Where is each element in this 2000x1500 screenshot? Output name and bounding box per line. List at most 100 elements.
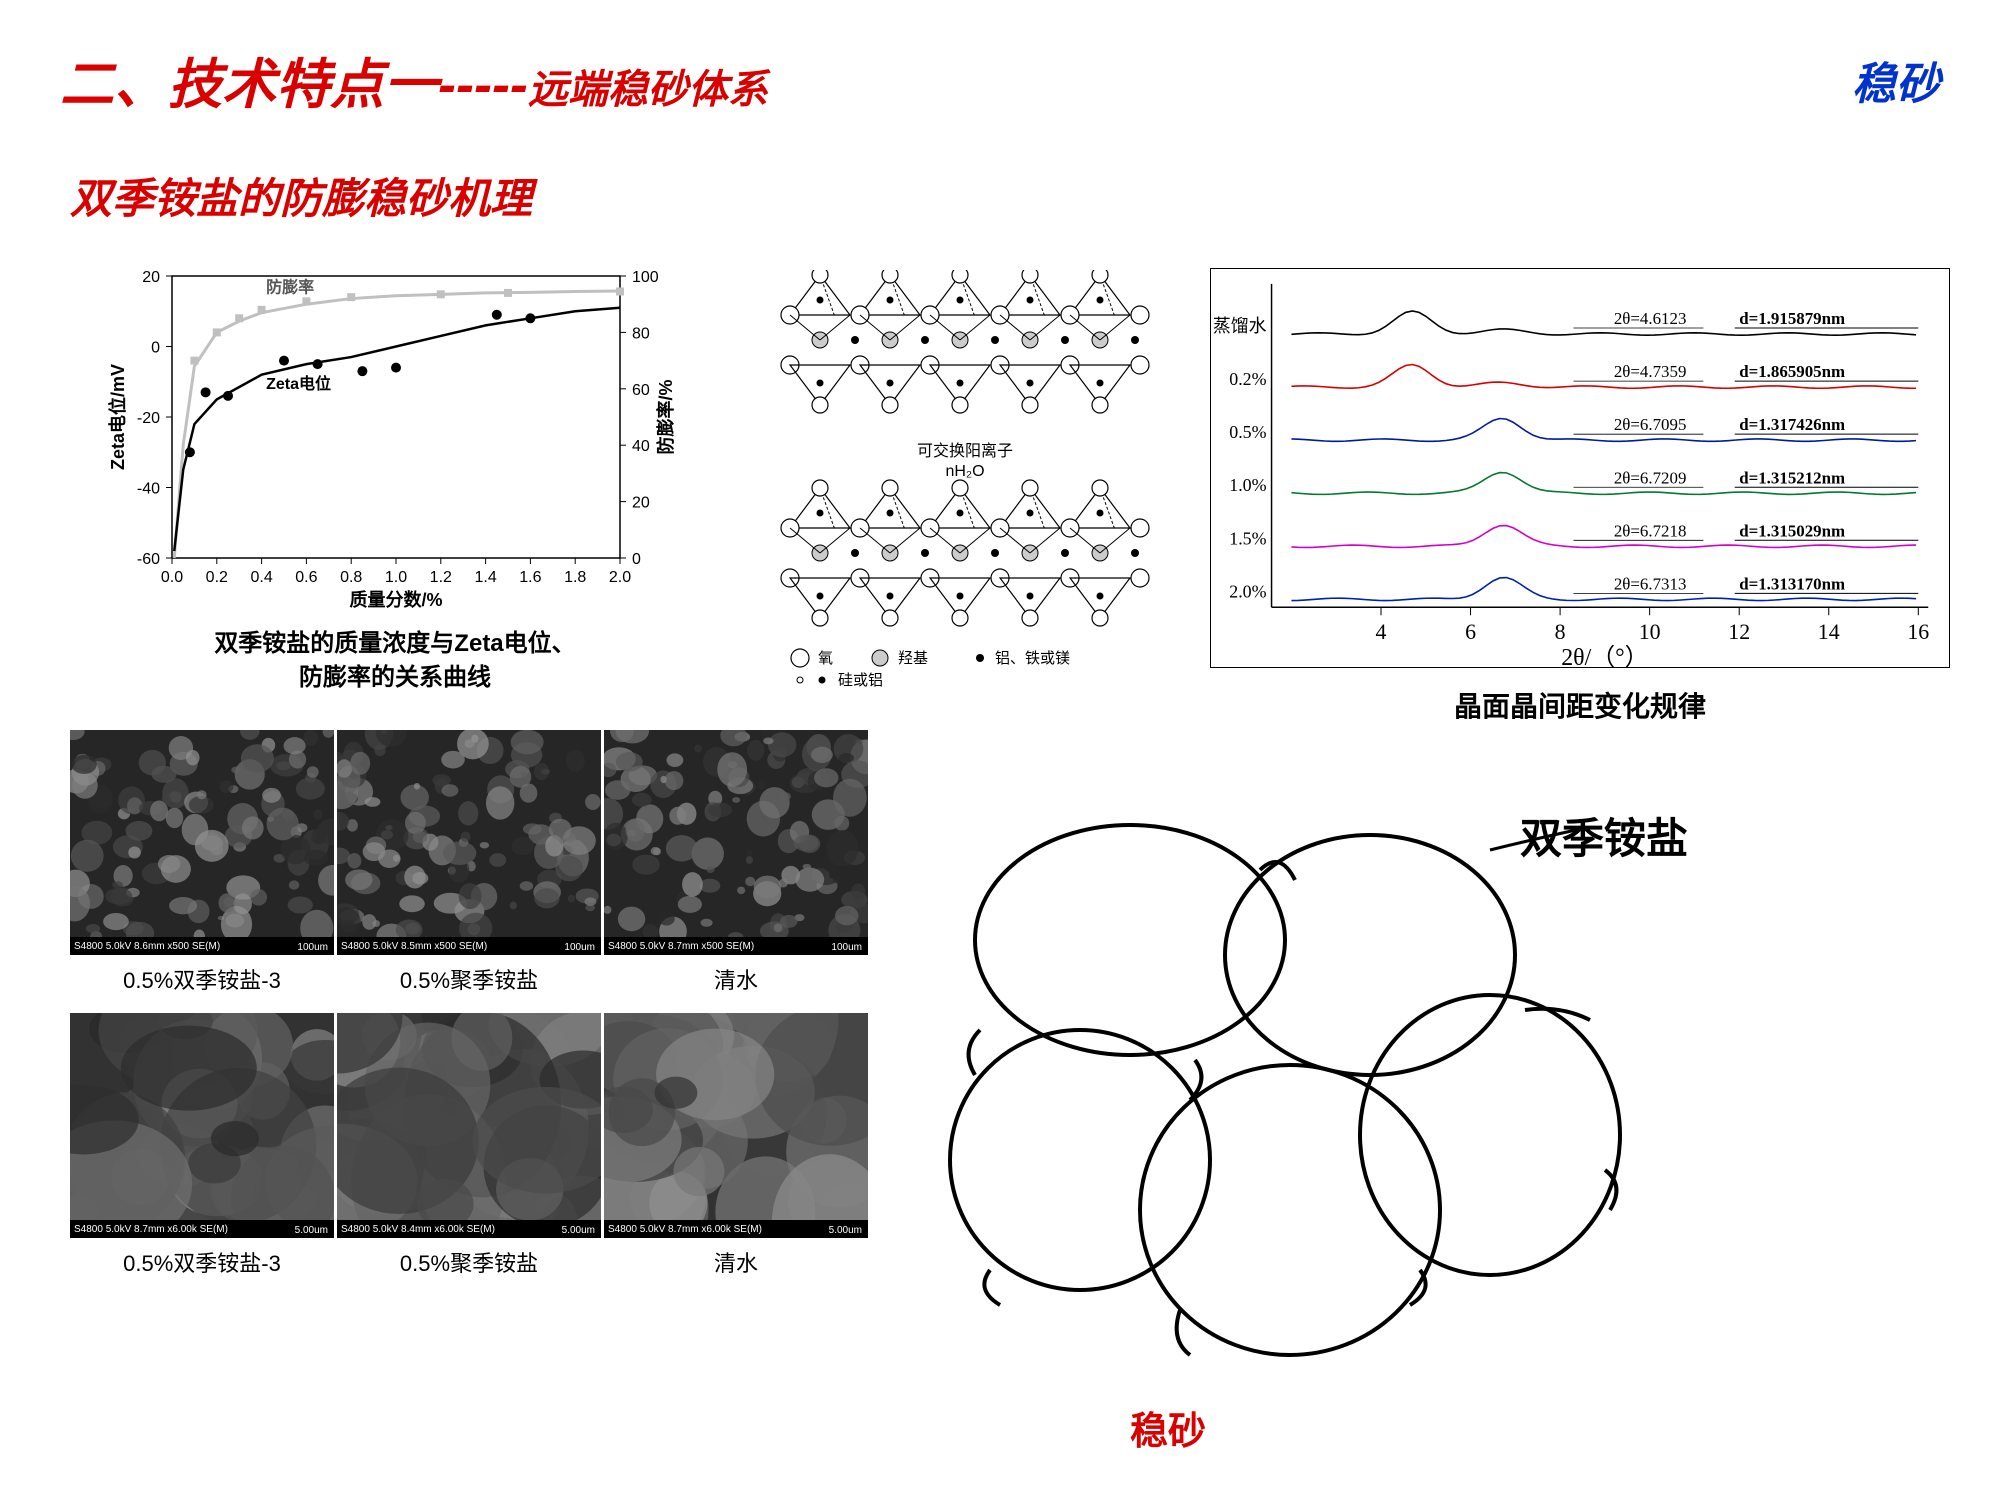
svg-text:0.2: 0.2: [206, 569, 228, 586]
svg-text:可交换阳离子: 可交换阳离子: [917, 442, 1013, 460]
svg-text:0.6: 0.6: [295, 569, 317, 586]
svg-text:质量分数/%: 质量分数/%: [349, 589, 442, 610]
zeta-caption-line1: 双季铵盐的质量浓度与Zeta电位、: [214, 630, 575, 657]
sem-image: S4800 5.0kV 8.7mm x500 SE(M)100um: [604, 730, 868, 955]
svg-text:Zeta电位/mV: Zeta电位/mV: [107, 364, 128, 470]
sem-cell: S4800 5.0kV 8.7mm x6.00k SE(M)5.00um0.5%…: [70, 1013, 334, 1296]
sem-label: 清水: [604, 955, 868, 1013]
sem-scale: 100um: [831, 942, 862, 953]
sem-label: 0.5%双季铵盐-3: [70, 1238, 334, 1296]
sand-grain-diagram: [930, 790, 1630, 1390]
svg-text:硅或铝: 硅或铝: [838, 672, 883, 689]
sem-cell: S4800 5.0kV 8.7mm x6.00k SE(M)5.00um清水: [604, 1013, 868, 1296]
sem-scale: 5.00um: [829, 1225, 862, 1236]
sem-info-bar: S4800 5.0kV 8.5mm x500 SE(M): [337, 937, 601, 955]
svg-text:羟基: 羟基: [898, 650, 928, 667]
zeta-chart: 0.0 0.2 0.4 0.6 0.8 1.0 1.2 1.4 1.6 1.8 2.0 -60 -40 -…: [100, 258, 690, 612]
svg-text:40: 40: [632, 438, 650, 455]
svg-text:1.2: 1.2: [430, 569, 452, 586]
svg-text:100: 100: [632, 269, 659, 286]
sem-cell: S4800 5.0kV 8.7mm x500 SE(M)100um清水: [604, 730, 868, 1013]
sem-info-bar: S4800 5.0kV 8.7mm x500 SE(M): [604, 937, 868, 955]
svg-text:20: 20: [632, 495, 650, 512]
title-sub: 远端稳砂体系: [528, 68, 768, 112]
svg-text:1.0%: 1.0%: [1229, 475, 1266, 495]
svg-text:0.2%: 0.2%: [1229, 369, 1266, 389]
corner-label: 稳砂: [1852, 48, 1940, 112]
svg-text:0.4: 0.4: [250, 569, 272, 586]
svg-text:80: 80: [632, 325, 650, 342]
sem-label: 清水: [604, 1238, 868, 1296]
svg-text:d=1.315212nm: d=1.315212nm: [1739, 468, 1845, 487]
svg-text:6: 6: [1465, 619, 1476, 644]
page-title: 二、技术特点一-----远端稳砂体系: [60, 40, 768, 119]
svg-text:d=1.317426nm: d=1.317426nm: [1739, 415, 1845, 434]
svg-text:0.0: 0.0: [161, 569, 183, 586]
sem-info-bar: S4800 5.0kV 8.6mm x500 SE(M): [70, 937, 334, 955]
svg-text:4: 4: [1376, 619, 1387, 644]
subtitle: 双季铵盐的防膨稳砂机理: [70, 165, 532, 226]
crystal-structure-diagram: 可交换阳离子nH₂O氧羟基铝、铁或镁硅或铝: [740, 270, 1190, 690]
svg-text:2θ=4.6123: 2θ=4.6123: [1614, 309, 1687, 328]
svg-text:2θ=6.7313: 2θ=6.7313: [1614, 574, 1687, 593]
sem-label: 0.5%聚季铵盐: [337, 1238, 601, 1296]
title-main: 二、技术特点一: [60, 55, 438, 115]
svg-text:蒸馏水: 蒸馏水: [1213, 316, 1267, 336]
svg-text:2θ=6.7209: 2θ=6.7209: [1614, 468, 1687, 487]
svg-text:8: 8: [1555, 619, 1566, 644]
svg-text:-60: -60: [137, 551, 160, 568]
svg-text:d=1.865905nm: d=1.865905nm: [1739, 362, 1845, 381]
sem-image: S4800 5.0kV 8.7mm x6.00k SE(M)5.00um: [70, 1013, 334, 1238]
svg-text:0.8: 0.8: [340, 569, 362, 586]
xrd-caption: 晶面晶间距变化规律: [1210, 685, 1950, 725]
svg-text:d=1.313170nm: d=1.313170nm: [1739, 574, 1845, 593]
sem-image-grid: S4800 5.0kV 8.6mm x500 SE(M)100um0.5%双季铵…: [70, 730, 870, 1296]
svg-text:1.5%: 1.5%: [1229, 528, 1266, 548]
svg-text:2.0: 2.0: [609, 569, 631, 586]
svg-text:Zeta电位: Zeta电位: [266, 374, 331, 393]
svg-text:0.5%: 0.5%: [1229, 422, 1266, 442]
svg-text:1.8: 1.8: [564, 569, 586, 586]
sem-cell: S4800 5.0kV 8.6mm x500 SE(M)100um0.5%双季铵…: [70, 730, 334, 1013]
svg-text:14: 14: [1818, 619, 1840, 644]
svg-text:1.4: 1.4: [474, 569, 496, 586]
sem-cell: S4800 5.0kV 8.5mm x500 SE(M)100um0.5%聚季铵…: [337, 730, 601, 1013]
sem-image: S4800 5.0kV 8.6mm x500 SE(M)100um: [70, 730, 334, 955]
svg-text:2θ/（°）: 2θ/（°）: [1561, 645, 1648, 668]
sem-image: S4800 5.0kV 8.5mm x500 SE(M)100um: [337, 730, 601, 955]
svg-text:铝、铁或镁: 铝、铁或镁: [995, 650, 1070, 667]
svg-text:20: 20: [142, 269, 160, 286]
sem-scale: 100um: [297, 942, 328, 953]
svg-text:16: 16: [1907, 619, 1929, 644]
title-dashes: -----: [438, 55, 528, 115]
sem-image: S4800 5.0kV 8.7mm x6.00k SE(M)5.00um: [604, 1013, 868, 1238]
sem-image: S4800 5.0kV 8.4mm x6.00k SE(M)5.00um: [337, 1013, 601, 1238]
svg-text:2.0%: 2.0%: [1229, 581, 1266, 601]
sem-scale: 100um: [564, 942, 595, 953]
svg-text:1.6: 1.6: [519, 569, 541, 586]
sem-label: 0.5%双季铵盐-3: [70, 955, 334, 1013]
zeta-chart-caption: 双季铵盐的质量浓度与Zeta电位、 防膨率的关系曲线: [100, 627, 690, 694]
sem-scale: 5.00um: [562, 1225, 595, 1236]
svg-text:0: 0: [632, 551, 641, 568]
xrd-chart: 468101214162θ/（°）蒸馏水2θ=4.6123d=1.915879n…: [1210, 268, 1950, 668]
svg-text:2θ=4.7359: 2θ=4.7359: [1614, 362, 1687, 381]
sem-label: 0.5%聚季铵盐: [337, 955, 601, 1013]
svg-text:1.0: 1.0: [385, 569, 407, 586]
svg-text:2θ=6.7095: 2θ=6.7095: [1614, 415, 1687, 434]
svg-text:氧: 氧: [818, 650, 833, 667]
svg-text:2θ=6.7218: 2θ=6.7218: [1614, 521, 1687, 540]
svg-text:10: 10: [1639, 619, 1661, 644]
sem-cell: S4800 5.0kV 8.4mm x6.00k SE(M)5.00um0.5%…: [337, 1013, 601, 1296]
sem-scale: 5.00um: [295, 1225, 328, 1236]
grain-label-compound: 双季铵盐: [1520, 805, 1688, 866]
grain-label-effect: 稳砂: [1130, 1400, 1206, 1455]
svg-text:60: 60: [632, 382, 650, 399]
svg-text:-20: -20: [137, 410, 160, 427]
zeta-caption-line2: 防膨率的关系曲线: [299, 664, 491, 691]
svg-text:防膨率: 防膨率: [266, 277, 314, 296]
svg-text:d=1.315029nm: d=1.315029nm: [1739, 521, 1845, 540]
svg-text:0: 0: [151, 340, 160, 357]
svg-text:d=1.915879nm: d=1.915879nm: [1739, 309, 1845, 328]
svg-text:-40: -40: [137, 481, 160, 498]
